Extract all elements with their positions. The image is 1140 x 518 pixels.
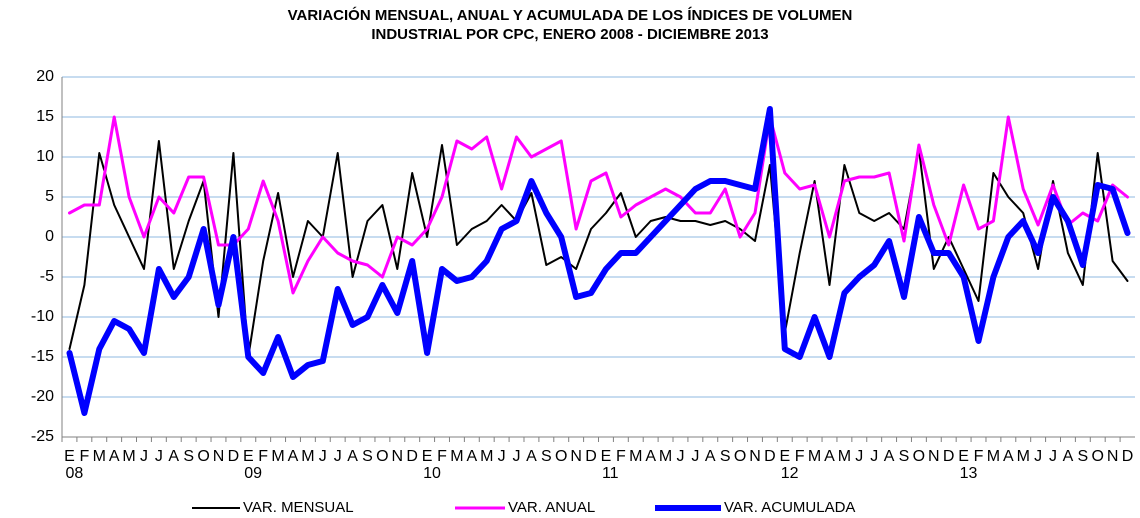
x-tick-label: M xyxy=(450,448,463,465)
x-tick-label: J xyxy=(691,448,699,465)
legend-label: VAR. MENSUAL xyxy=(243,499,354,516)
y-tick-label: 20 xyxy=(36,68,54,85)
x-tick-label: M xyxy=(271,448,284,465)
chart-title: INDUSTRIAL POR CPC, ENERO 2008 - DICIEMB… xyxy=(371,26,768,43)
chart-title: VARIACIÓN MENSUAL, ANUAL Y ACUMULADA DE … xyxy=(288,6,853,24)
x-tick-label: J xyxy=(855,448,863,465)
x-tick-label: J xyxy=(140,448,148,465)
x-tick-label: S xyxy=(362,448,373,465)
x-tick-label: A xyxy=(168,448,179,465)
x-tick-label: N xyxy=(392,448,404,465)
x-tick-label: O xyxy=(1092,448,1104,465)
x-tick-label: O xyxy=(376,448,388,465)
x-tick-label: D xyxy=(1122,448,1134,465)
x-year-label: 11 xyxy=(602,465,619,482)
y-tick-label: 0 xyxy=(45,228,54,245)
x-tick-label: A xyxy=(884,448,895,465)
x-tick-label: E xyxy=(422,448,433,465)
x-tick-label: M xyxy=(122,448,135,465)
series-line xyxy=(68,115,1129,295)
x-tick-label: O xyxy=(555,448,567,465)
x-tick-label: M xyxy=(301,448,314,465)
x-tick-label: S xyxy=(1078,448,1089,465)
x-tick-label: N xyxy=(928,448,940,465)
x-tick-label: M xyxy=(480,448,493,465)
x-tick-label: F xyxy=(974,448,984,465)
series-line xyxy=(66,106,1131,416)
x-tick-label: E xyxy=(64,448,75,465)
x-tick-label: M xyxy=(808,448,821,465)
x-tick-label: J xyxy=(676,448,684,465)
x-tick-label: S xyxy=(720,448,731,465)
x-tick-label: A xyxy=(288,448,299,465)
x-tick-label: J xyxy=(319,448,327,465)
x-tick-label: S xyxy=(183,448,194,465)
x-tick-label: E xyxy=(243,448,254,465)
y-tick-label: -10 xyxy=(31,308,54,325)
x-tick-label: D xyxy=(228,448,240,465)
x-tick-label: N xyxy=(213,448,225,465)
x-year-label: 08 xyxy=(65,465,83,482)
legend-label: VAR. ANUAL xyxy=(508,499,595,516)
legend-label: VAR. ACUMULADA xyxy=(724,499,855,516)
x-year-label: 10 xyxy=(423,465,441,482)
x-tick-label: O xyxy=(197,448,209,465)
x-year-label: 09 xyxy=(244,465,262,482)
x-tick-label: A xyxy=(1003,448,1014,465)
x-tick-label: M xyxy=(629,448,642,465)
x-tick-label: J xyxy=(1049,448,1057,465)
x-year-label: 12 xyxy=(781,465,799,482)
y-tick-label: 10 xyxy=(36,148,54,165)
x-tick-label: M xyxy=(93,448,106,465)
x-tick-label: J xyxy=(334,448,342,465)
x-tick-label: F xyxy=(258,448,268,465)
y-tick-label: -15 xyxy=(31,348,54,365)
x-tick-label: M xyxy=(1017,448,1030,465)
x-tick-label: A xyxy=(645,448,656,465)
y-tick-label: 5 xyxy=(45,188,54,205)
x-tick-label: F xyxy=(79,448,89,465)
x-tick-label: D xyxy=(764,448,776,465)
x-tick-label: J xyxy=(513,448,521,465)
x-tick-label: O xyxy=(913,448,925,465)
x-tick-label: F xyxy=(437,448,447,465)
y-tick-label: -20 xyxy=(31,388,54,405)
y-tick-label: 15 xyxy=(36,108,54,125)
x-tick-label: F xyxy=(616,448,626,465)
x-tick-label: A xyxy=(109,448,120,465)
x-tick-label: D xyxy=(406,448,418,465)
x-tick-label: E xyxy=(779,448,790,465)
x-tick-label: A xyxy=(705,448,716,465)
x-tick-label: M xyxy=(838,448,851,465)
x-tick-label: N xyxy=(570,448,582,465)
x-tick-label: E xyxy=(601,448,612,465)
y-tick-label: -5 xyxy=(40,268,54,285)
x-tick-label: J xyxy=(155,448,163,465)
x-tick-label: N xyxy=(749,448,761,465)
x-tick-label: S xyxy=(541,448,552,465)
x-tick-label: A xyxy=(466,448,477,465)
x-tick-label: A xyxy=(824,448,835,465)
x-tick-label: J xyxy=(870,448,878,465)
x-tick-label: E xyxy=(958,448,969,465)
x-tick-label: M xyxy=(987,448,1000,465)
x-tick-label: S xyxy=(899,448,910,465)
x-tick-label: A xyxy=(1063,448,1074,465)
y-tick-label: -25 xyxy=(31,428,54,445)
x-tick-label: N xyxy=(1107,448,1119,465)
x-year-label: 13 xyxy=(960,465,978,482)
x-tick-label: D xyxy=(585,448,597,465)
x-tick-label: J xyxy=(498,448,506,465)
x-tick-label: D xyxy=(943,448,955,465)
x-tick-label: F xyxy=(795,448,805,465)
x-tick-label: M xyxy=(659,448,672,465)
x-tick-label: A xyxy=(526,448,537,465)
x-tick-label: A xyxy=(347,448,358,465)
x-tick-label: O xyxy=(734,448,746,465)
x-tick-label: J xyxy=(1034,448,1042,465)
